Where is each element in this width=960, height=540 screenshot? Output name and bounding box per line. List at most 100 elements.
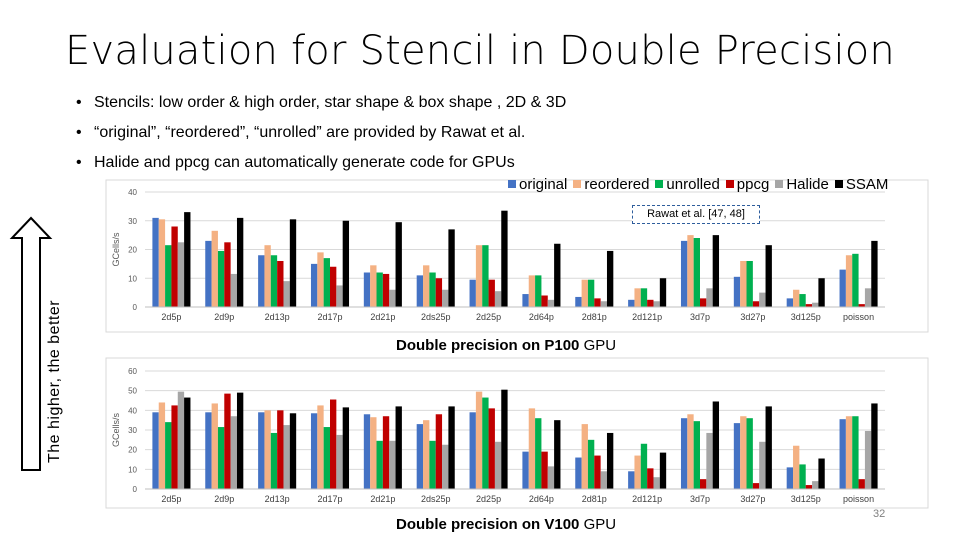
bar-ssam (712, 235, 720, 307)
bar-ppcg (805, 304, 813, 307)
bar-halide (283, 425, 290, 489)
bar-original (575, 457, 582, 489)
x-tick-label: 2d17p (317, 494, 342, 504)
bar-halide (336, 434, 343, 489)
bar-original (310, 263, 318, 307)
bar-reordered (528, 408, 536, 489)
bar-original (258, 255, 265, 307)
bar-halide (653, 301, 660, 307)
y-tick-label: 40 (128, 188, 137, 197)
bar-original (469, 279, 476, 307)
y-tick-label: 60 (128, 367, 137, 376)
bar-original (522, 294, 529, 307)
bar-ppcg (541, 451, 548, 489)
bar-halide (864, 430, 872, 489)
bar-original (628, 299, 635, 307)
bar-ssam (554, 243, 561, 307)
bar-unrolled (217, 427, 225, 489)
x-tick-label: 2ds25p (421, 312, 451, 322)
bar-halide (706, 288, 713, 307)
bar-reordered (158, 219, 166, 307)
bar-ppcg (435, 278, 443, 307)
bar-halide (600, 471, 607, 489)
legend-swatch (508, 180, 516, 188)
bar-ppcg (330, 399, 337, 489)
p100-caption: Double precision on P100 GPU (396, 337, 616, 354)
x-tick-label: 3d125p (791, 312, 821, 322)
bar-reordered (687, 414, 694, 489)
bar-ppcg (171, 405, 178, 489)
bar-unrolled (693, 238, 700, 307)
bar-reordered (158, 402, 166, 489)
legend-label: ppcg (736, 176, 770, 193)
bar-ppcg (330, 266, 337, 307)
bar-reordered (317, 252, 324, 307)
bar-ssam (712, 401, 720, 489)
bar-original (680, 240, 688, 307)
legend-item-halide: Halide (775, 176, 829, 193)
bullet-item: • “original”, “reordered”, “unrolled” are… (76, 122, 566, 152)
bar-unrolled (852, 416, 859, 489)
y-tick-label: 20 (128, 446, 137, 455)
y-tick-label: 30 (128, 217, 137, 226)
bar-halide (706, 432, 713, 489)
x-tick-label: 3d7p (690, 494, 710, 504)
x-tick-label: 2d25p (476, 312, 501, 322)
bar-ppcg (700, 298, 707, 307)
x-tick-label: 3d27p (740, 494, 765, 504)
y-axis-label: GCells/s (111, 413, 121, 448)
bar-reordered (581, 279, 588, 307)
bar-original (839, 269, 846, 307)
bar-halide (600, 301, 607, 307)
caption-suffix: GPU (579, 337, 617, 354)
x-tick-label: 2d121p (632, 312, 662, 322)
legend-label: original (519, 176, 568, 193)
legend-swatch (573, 180, 582, 188)
bullet-text: Stencils: low order & high order, star s… (94, 94, 567, 111)
bar-unrolled (217, 250, 225, 307)
bar-unrolled (535, 275, 542, 307)
bar-ssam (871, 240, 878, 307)
bar-ppcg (435, 414, 443, 489)
legend-item-unrolled: unrolled (655, 176, 720, 193)
bar-unrolled (270, 432, 278, 489)
bar-unrolled (587, 279, 595, 307)
bar-original (786, 467, 794, 489)
bar-halide (230, 273, 237, 307)
x-tick-label: 2d64p (529, 494, 554, 504)
bar-ppcg (594, 298, 601, 307)
bar-halide (336, 285, 343, 307)
bar-halide (812, 481, 819, 489)
x-tick-label: 2ds25p (421, 494, 451, 504)
bar-reordered (581, 424, 588, 489)
legend-swatch (655, 180, 664, 188)
bar-unrolled (799, 294, 806, 307)
bar-ppcg (594, 455, 601, 489)
bar-reordered (211, 403, 218, 489)
bar-ppcg (277, 261, 284, 307)
x-tick-label: 2d81p (582, 494, 607, 504)
bar-halide (547, 299, 555, 307)
bar-ssam (554, 420, 561, 489)
bar-halide (389, 289, 396, 307)
x-tick-label: 2d5p (161, 312, 181, 322)
page-number: 32 (873, 508, 886, 520)
bar-halide (812, 302, 819, 307)
bar-original (205, 240, 212, 307)
bullet-dot-icon: • (76, 124, 82, 141)
bar-unrolled (640, 288, 648, 307)
bar-ppcg (224, 242, 231, 307)
chart-legend: original reordered unrolled ppcg Halide SSAM (508, 176, 928, 198)
bar-reordered (634, 455, 641, 489)
bar-halide (177, 242, 185, 307)
bar-ssam (659, 452, 667, 489)
y-tick-label: 10 (128, 465, 137, 474)
bar-ssam (184, 212, 191, 307)
bar-original (680, 418, 688, 489)
bar-halide (230, 416, 237, 489)
x-tick-label: 2d13p (265, 494, 290, 504)
bar-ppcg (752, 483, 760, 489)
bar-original (469, 412, 476, 489)
bullet-dot-icon: • (76, 94, 82, 111)
